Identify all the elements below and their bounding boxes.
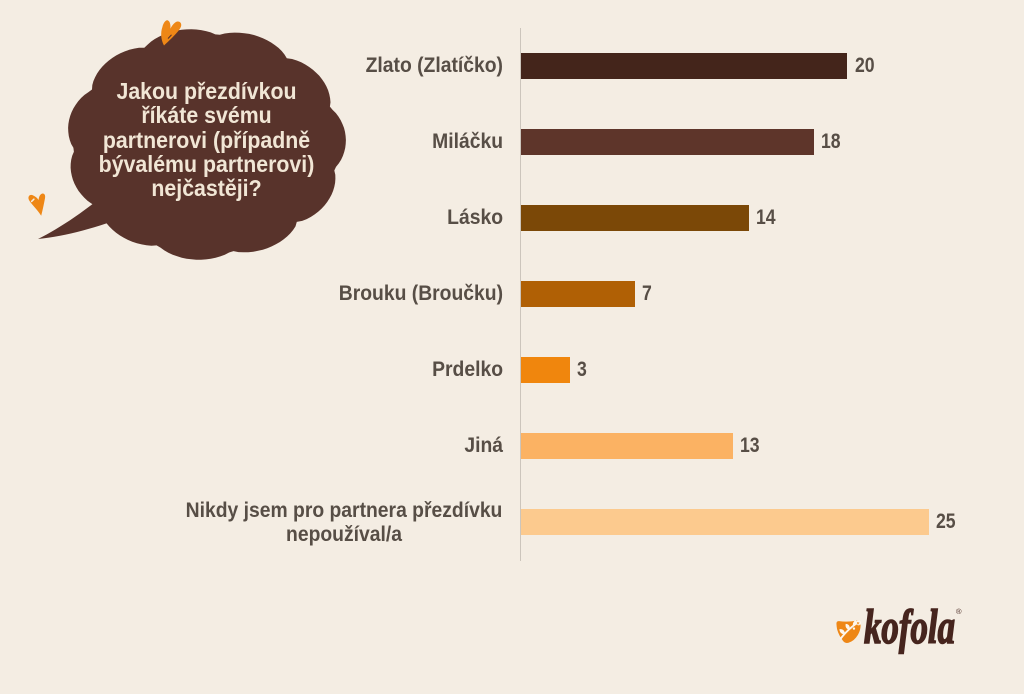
svg-text:kofola: kofola <box>864 599 955 654</box>
svg-text:®: ® <box>956 607 962 616</box>
svg-text:R: R <box>857 622 860 626</box>
